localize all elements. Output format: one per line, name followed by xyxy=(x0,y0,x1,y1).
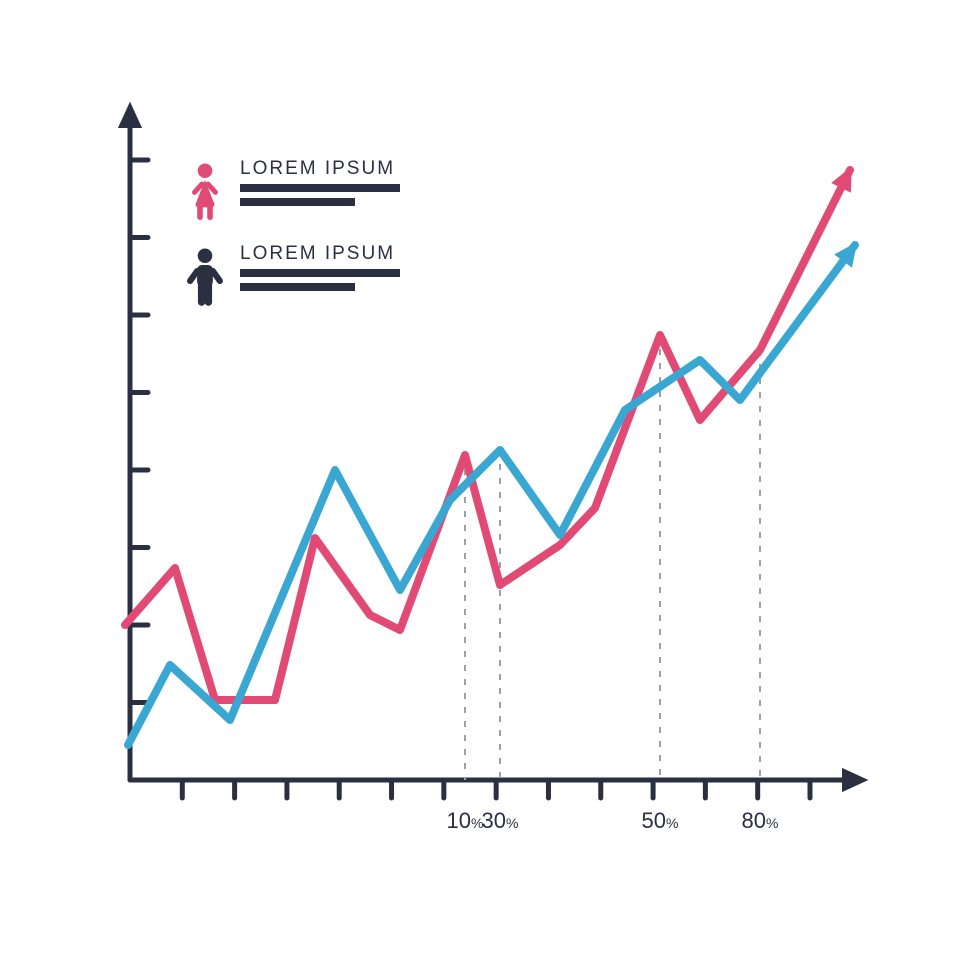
legend-title-male: LOREM IPSUM xyxy=(240,243,395,264)
legend-bar xyxy=(240,184,400,192)
series-male xyxy=(128,245,855,745)
x-axis-label: 10% xyxy=(447,808,484,833)
x-axis-label: 80% xyxy=(742,808,779,833)
chart-svg: 10%30% 50% 80% LOREM IPSUM LOREM IPSUM xyxy=(0,0,980,980)
series-group xyxy=(125,166,857,745)
axes xyxy=(118,102,869,798)
legend-bar xyxy=(240,269,400,277)
male-icon xyxy=(190,248,220,302)
series-female xyxy=(125,170,850,700)
x-axis-label: 30% xyxy=(482,808,519,833)
chart-container: 10%30% 50% 80% LOREM IPSUM LOREM IPSUM xyxy=(0,0,980,980)
legend-title-female: LOREM IPSUM xyxy=(240,158,395,179)
female-icon xyxy=(195,163,216,217)
x-axis-label: 50% xyxy=(642,808,679,833)
legend-bar xyxy=(240,198,355,206)
legend: LOREM IPSUM LOREM IPSUM xyxy=(190,158,400,302)
legend-bar xyxy=(240,283,355,291)
